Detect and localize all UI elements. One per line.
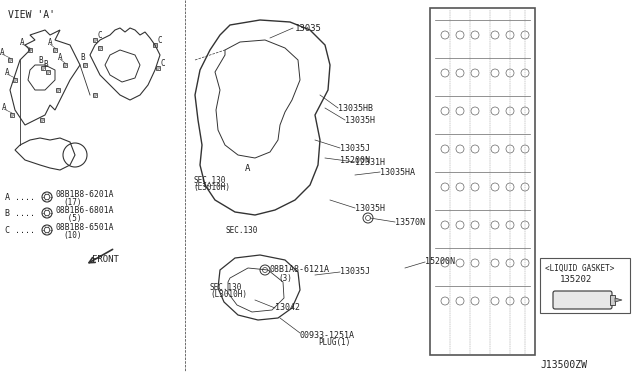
Bar xyxy=(13,78,17,82)
Bar xyxy=(83,63,87,67)
Text: A: A xyxy=(2,103,6,112)
Text: (10): (10) xyxy=(63,231,81,240)
Text: 13035: 13035 xyxy=(295,23,322,32)
Text: 15200N: 15200N xyxy=(340,155,370,164)
Bar xyxy=(93,38,97,42)
Text: C: C xyxy=(161,58,165,67)
FancyBboxPatch shape xyxy=(553,291,612,309)
Text: 08B1A8-6121A: 08B1A8-6121A xyxy=(270,266,330,275)
Text: (5): (5) xyxy=(63,214,81,222)
Text: (17): (17) xyxy=(63,198,81,206)
Text: FRONT: FRONT xyxy=(92,256,119,264)
Text: C: C xyxy=(98,31,102,39)
Text: A: A xyxy=(4,67,10,77)
Bar xyxy=(56,88,60,92)
Text: B: B xyxy=(38,55,44,64)
Text: <LIQUID GASKET>: <LIQUID GASKET> xyxy=(545,263,614,273)
Bar xyxy=(8,58,12,62)
Text: 13035H: 13035H xyxy=(345,115,375,125)
Text: SEC.130: SEC.130 xyxy=(193,176,225,185)
Text: 13035J: 13035J xyxy=(340,144,370,153)
Text: (L3010H): (L3010H) xyxy=(210,291,247,299)
Text: 13035J: 13035J xyxy=(340,267,370,276)
Text: A: A xyxy=(48,38,52,46)
Text: (L3010H): (L3010H) xyxy=(193,183,230,192)
Bar xyxy=(10,113,13,117)
Text: VIEW 'A': VIEW 'A' xyxy=(8,10,55,20)
Text: 15200N: 15200N xyxy=(425,257,455,266)
Bar xyxy=(46,70,50,74)
Bar xyxy=(93,93,97,97)
Text: 08B1B8-6201A: 08B1B8-6201A xyxy=(55,189,113,199)
Bar xyxy=(41,66,45,70)
Text: PLUG(1): PLUG(1) xyxy=(318,339,350,347)
Text: SEC.130: SEC.130 xyxy=(210,283,243,292)
Text: C: C xyxy=(157,35,163,45)
Text: A: A xyxy=(245,164,251,173)
Bar xyxy=(28,48,32,52)
Bar xyxy=(153,43,157,47)
Text: A: A xyxy=(0,48,4,57)
Text: 13035HA: 13035HA xyxy=(380,167,415,176)
Text: 13570N: 13570N xyxy=(395,218,425,227)
Text: C ....: C .... xyxy=(5,225,35,234)
Bar xyxy=(40,118,44,122)
Text: 13035H: 13035H xyxy=(355,203,385,212)
Text: J13500ZW: J13500ZW xyxy=(540,360,587,370)
Bar xyxy=(540,258,630,313)
Bar xyxy=(610,295,615,305)
Text: B ....: B .... xyxy=(5,208,35,218)
Text: B: B xyxy=(44,60,48,68)
Text: A ....: A .... xyxy=(5,192,35,202)
Text: 135202: 135202 xyxy=(560,276,592,285)
Bar xyxy=(53,48,57,52)
Text: 12331H: 12331H xyxy=(355,157,385,167)
Bar xyxy=(99,46,102,50)
Text: 00933-1251A: 00933-1251A xyxy=(300,330,355,340)
Text: B: B xyxy=(81,52,85,61)
Text: A: A xyxy=(20,38,24,46)
Text: SEC.130: SEC.130 xyxy=(225,225,257,234)
Polygon shape xyxy=(615,298,622,302)
Text: 13035HB: 13035HB xyxy=(338,103,373,112)
Text: 08B1B8-6501A: 08B1B8-6501A xyxy=(55,222,113,231)
Text: A: A xyxy=(58,52,62,61)
Bar xyxy=(156,66,160,70)
Bar xyxy=(63,63,67,67)
Text: 08B1B6-6801A: 08B1B6-6801A xyxy=(55,205,113,215)
Text: (3): (3) xyxy=(278,273,292,282)
Text: 13042: 13042 xyxy=(275,304,300,312)
